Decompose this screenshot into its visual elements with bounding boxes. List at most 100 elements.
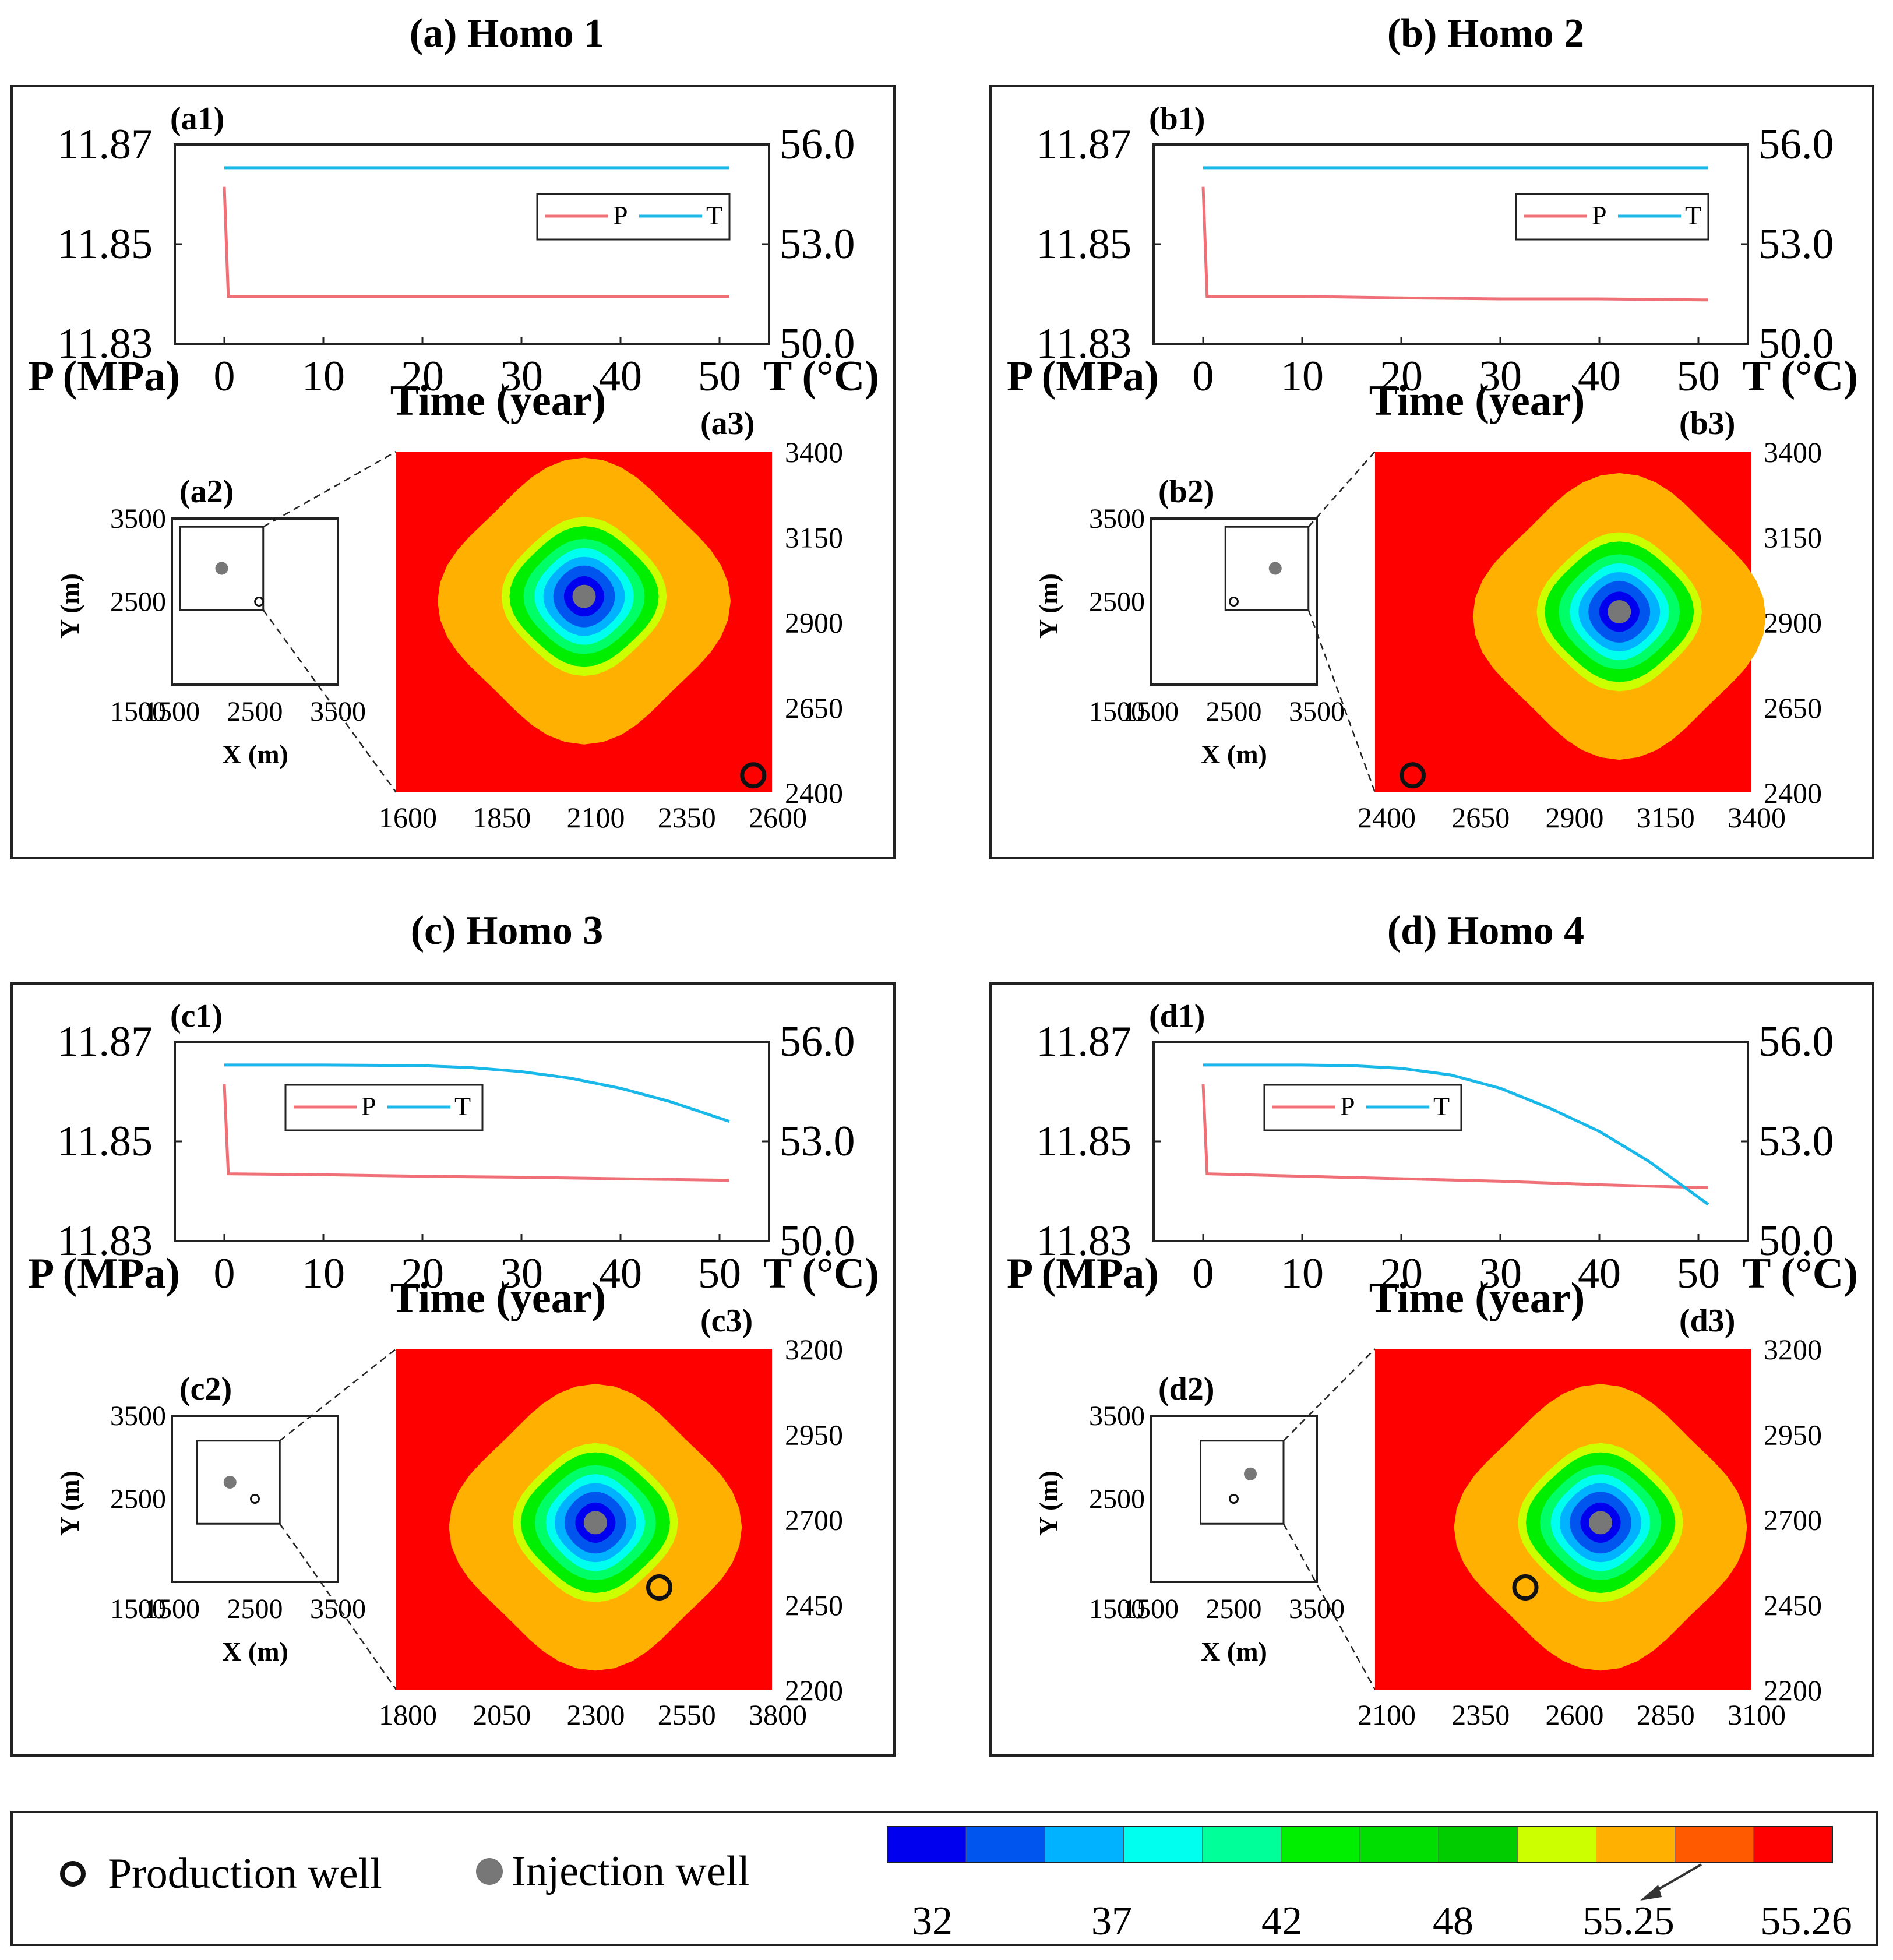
y-left-tick-label: 11.85: [57, 220, 153, 268]
y-left-tick-label: 11.85: [1036, 1118, 1131, 1165]
y-right-tick-label: 53.0: [1758, 220, 1834, 268]
x-axis-label: Time (year): [1369, 377, 1585, 425]
contour-y-tick-label: 3400: [785, 436, 843, 468]
x-tick-label: 0: [1193, 1250, 1214, 1298]
inset-y-tick-label: 2500: [110, 587, 166, 618]
inset-injection-well-icon: [224, 1476, 237, 1489]
colorbar-swatch: [1360, 1827, 1439, 1863]
inset-x-axis-label: X (m): [222, 1637, 288, 1666]
colorbar-swatch: [1124, 1827, 1203, 1863]
inset-x-tick-label: 2500: [227, 696, 283, 727]
colorbar-swatch: [1675, 1827, 1754, 1863]
x-axis-label: Time (year): [390, 377, 607, 425]
inset-y-tick-label: 2500: [110, 1484, 166, 1515]
line-panel-label: (a1): [170, 101, 224, 137]
inset-panel-label: (b2): [1158, 474, 1214, 510]
inset-x-tick-label: 3500: [310, 696, 366, 727]
y-left-tick-label: 11.87: [57, 1018, 153, 1066]
x-tick-label: 10: [1281, 1250, 1324, 1298]
panel-title: (b) Homo 2: [1387, 11, 1584, 56]
contour-y-tick-label: 2200: [1764, 1674, 1822, 1707]
inset-y-tick-label: 2500: [1089, 587, 1145, 618]
line-plot-frame: [175, 1042, 769, 1241]
legend-label-t: T: [1433, 1091, 1450, 1121]
contour-x-tick-label: 2300: [567, 1698, 625, 1731]
inset-production-well-icon: [251, 1495, 259, 1503]
y-right-axis-label: T (°C): [1742, 352, 1858, 400]
contour-injection-well-icon: [573, 585, 596, 608]
colorbar-swatch: [1596, 1827, 1675, 1863]
inset-panel-label: (a2): [179, 474, 234, 510]
inset-y-tick-label: 3500: [1089, 1401, 1145, 1432]
x-tick-label: 50: [698, 1250, 741, 1298]
inset-x-axis-label: X (m): [222, 739, 288, 769]
legend-label-t: T: [706, 200, 722, 230]
colorbar-tick-label: 37: [1091, 1899, 1132, 1944]
bottom-legend-layer: Production wellInjection well3237424855.…: [12, 1812, 1877, 1945]
inset-x-axis-label: X (m): [1201, 1637, 1267, 1666]
y-left-axis-label: P (MPa): [1007, 1250, 1159, 1298]
line-panel-label: (d1): [1149, 998, 1205, 1034]
contour-x-tick-label: 2550: [658, 1698, 716, 1731]
contour-y-tick-label: 3400: [1764, 436, 1822, 468]
legend-label-t: T: [1685, 200, 1701, 230]
inset-origin-tick-label: 1500: [1089, 696, 1145, 727]
colorbar-swatch: [1439, 1827, 1517, 1863]
x-tick-label: 10: [302, 1250, 345, 1298]
panel-title: (c) Homo 3: [411, 908, 603, 953]
panel-title: (a) Homo 1: [410, 11, 604, 56]
inset-x-tick-label: 3500: [310, 1594, 366, 1624]
legend-label-p: P: [361, 1091, 376, 1121]
contour-panel-label: (d3): [1679, 1303, 1735, 1339]
contour-y-tick-label: 3200: [785, 1333, 843, 1366]
contour-x-tick-label: 2050: [473, 1698, 531, 1731]
production-well-legend-label: Production well: [108, 1850, 382, 1898]
legend-label-t: T: [454, 1091, 471, 1121]
contour-y-tick-label: 2900: [1764, 607, 1822, 639]
y-right-tick-label: 56.0: [1758, 1018, 1834, 1066]
contour-y-tick-label: 3150: [785, 521, 843, 554]
inset-production-well-icon: [255, 598, 263, 606]
x-tick-label: 0: [214, 352, 235, 400]
y-right-axis-label: T (°C): [1742, 1250, 1858, 1298]
inset-x-tick-label: 2500: [1206, 696, 1262, 727]
colorbar-tick-label: 42: [1261, 1899, 1302, 1944]
contour-y-tick-label: 2700: [1764, 1504, 1822, 1536]
contour-y-tick-label: 2450: [785, 1589, 843, 1621]
figure-canvas: (a) Homo 1(a1)0102030405011.8711.8511.83…: [0, 0, 1893, 1960]
line-panel-label: (b1): [1149, 101, 1205, 137]
y-right-axis-label: T (°C): [763, 1250, 879, 1298]
x-tick-label: 0: [214, 1250, 235, 1298]
line-plot-frame: [1154, 1042, 1748, 1241]
inset-y-tick-label: 3500: [110, 503, 166, 534]
contour-y-tick-label: 3200: [1764, 1333, 1822, 1366]
injection-well-legend-label: Injection well: [512, 1848, 750, 1895]
contour-y-tick-label: 2200: [785, 1674, 843, 1707]
inset-injection-well-icon: [1269, 562, 1282, 575]
inset-y-axis-label: Y (m): [1034, 573, 1063, 639]
contour-x-tick-label: 3150: [1637, 801, 1695, 834]
y-right-tick-label: 56.0: [780, 1018, 855, 1066]
line-plot-frame: [1154, 144, 1748, 344]
contour-x-tick-label: 2650: [1451, 801, 1510, 834]
y-right-tick-label: 56.0: [780, 121, 855, 168]
y-left-tick-label: 11.85: [57, 1118, 153, 1165]
contour-panel-label: (a3): [700, 406, 755, 442]
contour-x-tick-label: 1850: [473, 801, 531, 834]
x-tick-label: 0: [1193, 352, 1214, 400]
contour-y-tick-label: 2650: [1764, 692, 1822, 724]
x-tick-label: 50: [698, 352, 741, 400]
y-left-tick-label: 11.87: [1036, 121, 1131, 168]
contour-x-tick-label: 2850: [1637, 1698, 1695, 1731]
line-plot-frame: [175, 144, 769, 344]
inset-origin-tick-label: 1500: [1089, 1594, 1145, 1624]
y-left-axis-label: P (MPa): [28, 352, 180, 400]
inset-panel-label: (d2): [1158, 1371, 1214, 1407]
colorbar-swatch: [966, 1827, 1045, 1863]
contour-x-tick-label: 2900: [1546, 801, 1604, 834]
contour-injection-well-icon: [1608, 600, 1631, 623]
contour-x-tick-label: 2350: [658, 801, 716, 834]
contour-y-tick-label: 2900: [785, 607, 843, 639]
contour-y-tick-label: 2400: [785, 777, 843, 809]
contour-panel-label: (c3): [700, 1303, 753, 1339]
